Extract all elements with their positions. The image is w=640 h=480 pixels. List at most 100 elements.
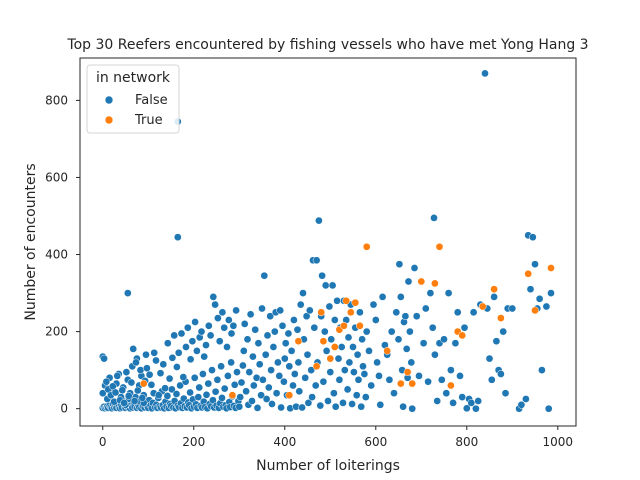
y-axis-label: Number of encounters (23, 163, 39, 320)
data-point (376, 400, 385, 409)
data-point (150, 348, 159, 357)
data-point (276, 306, 285, 315)
data-point (408, 404, 417, 413)
data-point (419, 339, 428, 348)
data-point (340, 366, 349, 374)
data-point (156, 369, 165, 378)
data-point (337, 343, 346, 351)
data-point (130, 397, 139, 405)
data-point (412, 312, 421, 321)
data-point (217, 362, 225, 371)
data-point (263, 331, 272, 340)
x-tick-label: 200 (182, 435, 205, 449)
data-point (233, 368, 241, 376)
data-point (316, 401, 325, 410)
data-point (100, 354, 108, 363)
data-point (330, 343, 339, 351)
data-point (246, 310, 255, 319)
data-point (239, 361, 247, 370)
data-point (242, 387, 250, 396)
data-point (293, 325, 302, 334)
data-point (280, 354, 289, 363)
data-point (236, 393, 245, 401)
data-point (285, 391, 294, 400)
data-point (317, 308, 326, 317)
data-point (191, 318, 199, 326)
data-point (310, 323, 319, 332)
data-point (249, 381, 258, 390)
data-point (362, 242, 371, 251)
data-point (304, 399, 313, 407)
data-point (208, 366, 216, 374)
data-point (499, 327, 508, 336)
data-point (490, 293, 498, 301)
data-point (232, 306, 240, 315)
data-point (202, 390, 211, 399)
data-point (369, 300, 378, 309)
data-point (328, 281, 337, 290)
data-point (330, 389, 338, 398)
legend-marker-true (104, 115, 114, 125)
data-point (485, 354, 494, 363)
data-point (213, 375, 222, 384)
data-point (467, 399, 476, 407)
data-point (501, 389, 510, 398)
data-point (312, 362, 321, 371)
data-point (174, 348, 183, 357)
data-point (345, 358, 354, 367)
data-point (235, 402, 244, 411)
data-point (324, 397, 332, 405)
data-point (415, 372, 423, 380)
series-true (139, 242, 555, 400)
data-point (478, 302, 487, 311)
data-point (277, 403, 285, 412)
data-point (240, 320, 249, 328)
data-point (424, 377, 432, 386)
data-point (294, 358, 303, 367)
data-point (227, 329, 236, 338)
data-point (351, 298, 360, 307)
legend-label-true: True (134, 113, 163, 128)
y-tick-label: 600 (45, 170, 68, 184)
data-point (375, 372, 383, 380)
data-point (319, 377, 328, 386)
data-point (170, 331, 179, 340)
data-point (260, 271, 269, 280)
data-point (403, 368, 412, 376)
data-point (224, 372, 232, 380)
data-point (129, 345, 138, 353)
data-point (262, 395, 271, 403)
data-point (138, 394, 147, 402)
data-point (354, 375, 363, 384)
data-point (215, 337, 224, 346)
data-point (392, 308, 401, 317)
data-point (285, 362, 294, 371)
data-point (127, 378, 136, 387)
data-point (281, 339, 290, 348)
data-point (204, 321, 213, 330)
data-point (165, 374, 174, 383)
series-false (98, 69, 555, 413)
data-point (161, 384, 169, 393)
data-point (274, 358, 282, 367)
data-point (492, 337, 501, 346)
data-point (197, 327, 206, 336)
data-point (230, 380, 239, 389)
data-point (186, 388, 194, 397)
data-point (334, 354, 343, 363)
data-point (259, 375, 267, 384)
data-point (362, 327, 371, 336)
data-point (396, 379, 405, 388)
data-point (312, 256, 321, 265)
data-point (209, 293, 218, 301)
data-point (295, 387, 304, 396)
data-point (407, 358, 416, 367)
data-point (206, 331, 215, 340)
data-point (333, 296, 341, 305)
data-point (176, 381, 184, 390)
data-point (340, 321, 348, 330)
data-point (182, 343, 190, 351)
y-tick-label: 400 (45, 248, 68, 262)
data-point (307, 366, 316, 374)
y-axis: 0 200 400 600 800 (45, 93, 80, 416)
